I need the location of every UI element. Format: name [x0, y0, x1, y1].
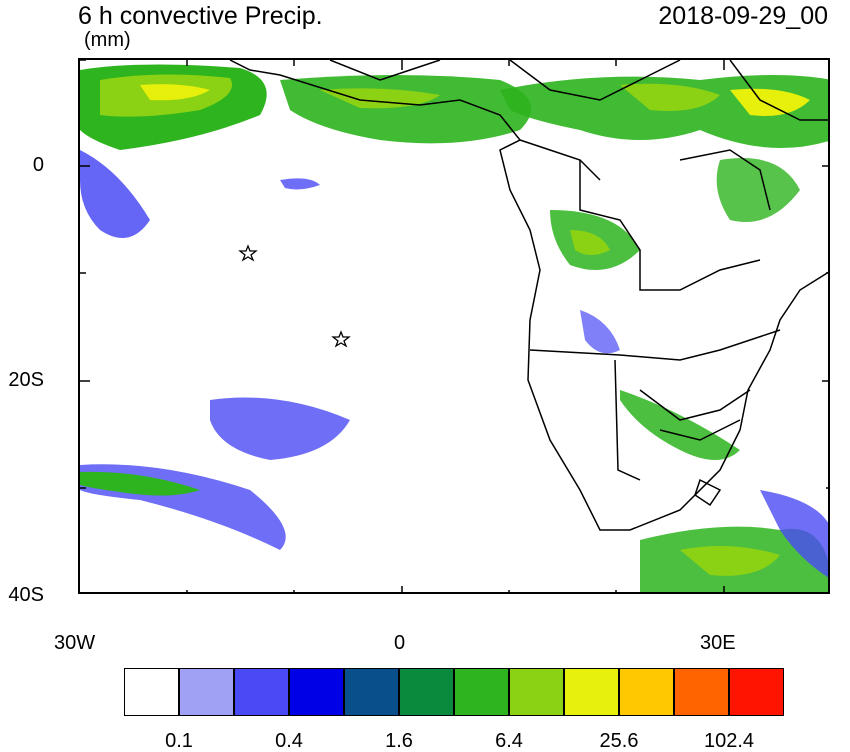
colorbar-label: 6.4: [495, 730, 523, 752]
colorbar-label: 0.1: [165, 730, 193, 752]
star-marker: [331, 330, 351, 348]
colorbar: [124, 668, 784, 716]
coastlines: [229, 60, 828, 531]
station-markers: [238, 244, 351, 348]
colorbar-swatch: [509, 668, 564, 716]
x-label-30w: 30W: [54, 632, 96, 654]
colorbar-swatch: [234, 668, 289, 716]
colorbar-swatch: [729, 668, 784, 716]
tick-marks: [80, 60, 828, 592]
valid-datetime: 2018-09-29_00: [658, 2, 828, 30]
colorbar-swatch: [674, 668, 729, 716]
y-label-40s: 40S: [8, 584, 44, 606]
colorbar-swatch: [564, 668, 619, 716]
colorbar-label: 0.4: [275, 730, 303, 752]
colorbar-swatch: [619, 668, 674, 716]
units-label: (mm): [84, 29, 131, 51]
colorbar-swatch: [179, 668, 234, 716]
x-label-30e: 30E: [700, 632, 736, 654]
precip-field: [80, 64, 828, 592]
y-label-0: 0: [32, 154, 44, 176]
map-canvas: [80, 60, 828, 592]
x-label-0: 0: [394, 632, 406, 654]
colorbar-swatch: [454, 668, 509, 716]
colorbar-swatch: [124, 668, 179, 716]
colorbar-swatch: [289, 668, 344, 716]
colorbar-label: 102.4: [703, 730, 755, 752]
map-title: 6 h convective Precip.: [78, 2, 323, 30]
colorbar-label: 25.6: [599, 730, 639, 752]
map-frame: [78, 58, 830, 594]
y-label-20s: 20S: [8, 369, 44, 391]
star-marker: [238, 244, 258, 262]
colorbar-swatch: [344, 668, 399, 716]
colorbar-swatch: [399, 668, 454, 716]
colorbar-label: 1.6: [385, 730, 413, 752]
